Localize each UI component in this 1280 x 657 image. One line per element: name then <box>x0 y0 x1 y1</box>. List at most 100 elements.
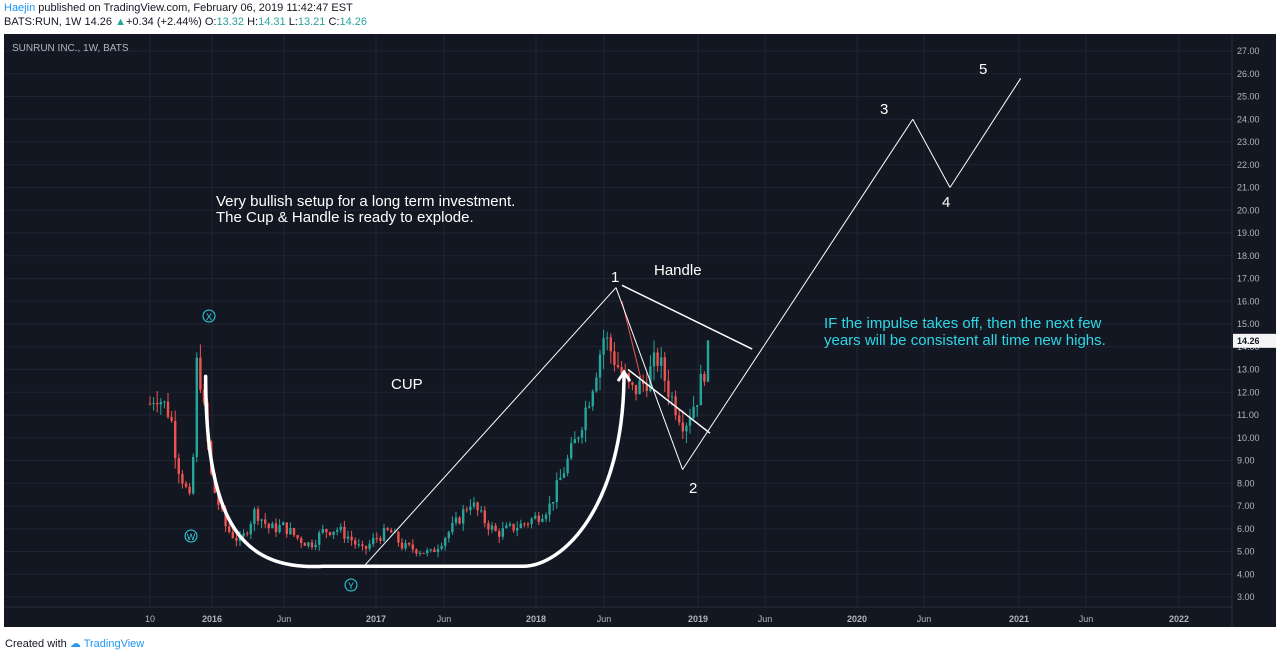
candle-body <box>174 420 177 459</box>
candle-body <box>343 526 346 539</box>
candle-body <box>303 542 306 546</box>
wave-3-label: 3 <box>880 101 888 118</box>
candle-body <box>501 528 504 537</box>
candle-body <box>645 383 648 391</box>
x-tick-label: Jun <box>758 614 773 624</box>
candle-body <box>595 377 598 392</box>
price-chart[interactable]: 27.0026.0025.0024.0023.0022.0021.0020.00… <box>4 34 1276 627</box>
candle-body <box>685 425 688 432</box>
candle-body <box>332 531 335 535</box>
candle-body <box>670 396 674 398</box>
x-tick-label: 2019 <box>688 614 708 624</box>
open-label: O: <box>204 16 217 28</box>
open-value: 13.32 <box>216 16 245 28</box>
publish-info: Haejin published on TradingView.com, Feb… <box>4 2 353 14</box>
candle-body <box>508 523 512 526</box>
wave-x-marker: X <box>202 309 216 323</box>
y-tick-label: 7.00 <box>1237 501 1255 511</box>
candle-body <box>541 518 544 522</box>
candle-body <box>170 416 173 421</box>
candle-body <box>354 540 357 545</box>
candle-body <box>476 502 479 511</box>
handle-lower-line <box>627 368 711 434</box>
y-tick-label: 10.00 <box>1237 433 1260 443</box>
candle-body <box>300 538 303 543</box>
candle-body <box>688 418 692 426</box>
published-text: published on TradingView.com, February 0… <box>38 2 353 14</box>
candle-body <box>166 401 170 417</box>
candle-body <box>285 522 288 535</box>
candle-body <box>346 536 350 539</box>
candle-body <box>325 529 328 533</box>
candle-body <box>152 402 155 404</box>
x-tick-label: Jun <box>917 614 932 624</box>
candle-body <box>498 530 501 537</box>
candle-body <box>321 529 324 533</box>
candle-body <box>386 528 389 530</box>
author-link[interactable]: Haejin <box>4 2 36 14</box>
candle-body <box>544 514 548 519</box>
candle-body <box>202 389 206 403</box>
candle-body <box>379 538 382 541</box>
candle-body <box>613 351 616 366</box>
candle-body <box>404 543 407 549</box>
axes: 27.0026.0025.0024.0023.0022.0021.0020.00… <box>4 34 1276 627</box>
y-tick-label: 18.00 <box>1237 251 1260 261</box>
candle-body <box>159 401 162 405</box>
wave-2-label: 2 <box>689 480 697 497</box>
candle-body <box>703 373 706 382</box>
wave-y-label: Y <box>348 581 354 591</box>
chart-panel[interactable]: 27.00 26.00 25.00 24.00 23.00 22.00 21.00 20.00… <box>4 34 1276 627</box>
y-tick-label: 17.00 <box>1237 274 1260 284</box>
candle-body <box>487 523 490 530</box>
cup-curve <box>203 372 626 569</box>
candle-body <box>523 523 526 525</box>
candle-body <box>400 542 404 549</box>
x-tick-label: Jun <box>1079 614 1094 624</box>
candle-body <box>195 357 198 457</box>
candle-body <box>609 337 612 352</box>
candle-body <box>253 509 256 524</box>
candle-body <box>516 528 519 531</box>
candle-body <box>458 517 461 524</box>
x-tick-label: 10 <box>145 614 155 624</box>
candle-body <box>246 533 249 535</box>
candle-body <box>292 528 296 536</box>
last-price-label: 14.26 <box>1237 336 1260 346</box>
up-arrow-icon: ▲ <box>115 16 126 28</box>
candle-body <box>418 552 422 554</box>
candle-body <box>249 523 252 535</box>
candle-body <box>224 508 227 527</box>
cup-label: CUP <box>391 376 423 393</box>
candle-body <box>667 380 670 398</box>
candles <box>148 329 710 558</box>
candle-body <box>444 538 447 546</box>
candle-body <box>573 439 576 444</box>
candle-body <box>494 525 497 531</box>
y-tick-label: 12.00 <box>1237 387 1260 397</box>
wave-3-4-line <box>912 119 951 188</box>
candle-body <box>512 523 515 531</box>
candle-body <box>278 525 281 533</box>
candle-body <box>328 532 332 535</box>
candle-body <box>372 537 375 544</box>
y-tick-label: 21.00 <box>1237 183 1260 193</box>
candle-body <box>555 480 558 503</box>
candle-body <box>706 340 710 382</box>
created-with-label: Created with <box>5 638 67 650</box>
chart-title: SUNRUN INC., 1W, BATS <box>12 43 129 54</box>
candle-body <box>652 352 656 367</box>
candle-body <box>472 502 476 507</box>
y-tick-label: 27.00 <box>1237 46 1260 56</box>
candle-body <box>591 391 594 407</box>
candle-body <box>271 523 274 529</box>
high-value: 14.31 <box>258 16 286 28</box>
candle-body <box>663 357 666 381</box>
candle-body <box>296 535 299 539</box>
candle-body <box>562 473 566 478</box>
candle-body <box>192 456 195 494</box>
tradingview-logo-icon: ☁ <box>69 638 81 650</box>
last-price: 14.26 <box>84 16 113 28</box>
candle-body <box>588 406 591 408</box>
tradingview-link[interactable]: TradingView <box>83 638 145 650</box>
